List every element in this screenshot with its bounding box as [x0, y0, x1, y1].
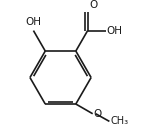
Text: CH₃: CH₃ [110, 116, 128, 126]
Text: OH: OH [25, 17, 41, 27]
Text: O: O [93, 109, 102, 119]
Text: OH: OH [106, 26, 122, 36]
Text: O: O [89, 0, 97, 10]
